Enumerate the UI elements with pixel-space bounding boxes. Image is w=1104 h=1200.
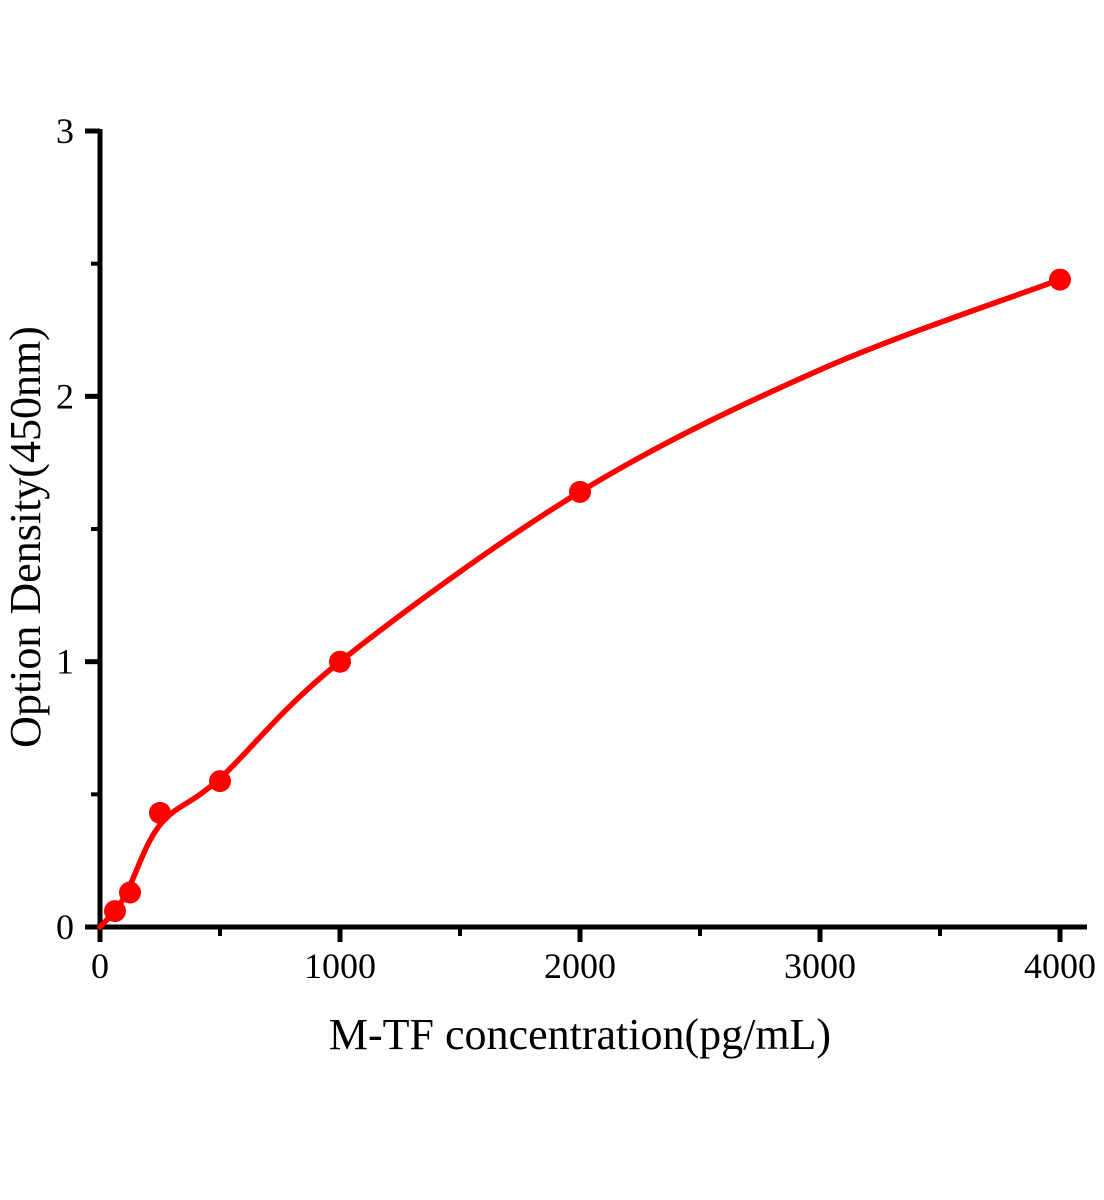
y-tick-label-2: 2 [56, 376, 74, 416]
series-layer [97, 268, 1071, 930]
data-point-2000 [569, 480, 591, 503]
data-point-4000 [1049, 268, 1071, 291]
data-point-62.5 [104, 900, 126, 923]
x-tick-label-0: 0 [91, 946, 109, 986]
x-tick-label-1000: 1000 [304, 946, 376, 986]
data-point-1000 [329, 650, 351, 673]
data-point-250 [149, 801, 171, 824]
x-tick-label-3000: 3000 [784, 946, 856, 986]
data-point-500 [209, 770, 231, 793]
x-tick-label-4000: 4000 [1024, 946, 1096, 986]
y-tick-label-0: 0 [56, 907, 74, 947]
fit-curve-line [97, 276, 1063, 930]
y-tick-label-3: 3 [56, 111, 74, 151]
y-tick-label-1: 1 [56, 642, 74, 682]
axes: 0 1000 2000 3000 4000 0 1 2 3 [56, 111, 1096, 986]
x-axis-title: M-TF concentration(pg/mL) [329, 1010, 831, 1059]
data-point-125 [119, 881, 141, 904]
y-axis-title: Option Density(450nm) [1, 326, 50, 748]
x-tick-label-2000: 2000 [544, 946, 616, 986]
